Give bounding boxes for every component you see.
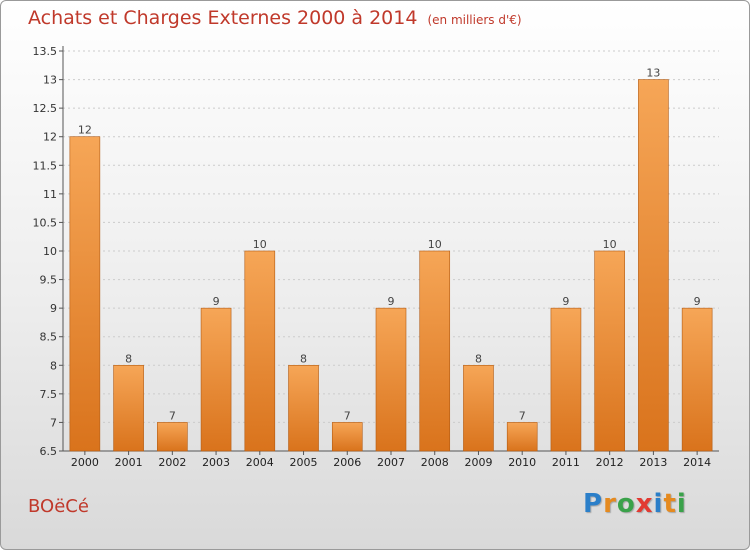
bar-value-label: 10 [428,238,442,251]
y-tick-label: 10.5 [33,216,58,229]
y-tick-label: 10 [43,245,57,258]
x-tick-label: 2002 [158,456,186,469]
bar-value-label: 10 [603,238,617,251]
x-tick-label: 2009 [464,456,492,469]
bar [463,364,494,452]
bar-value-label: 9 [388,295,395,308]
bar-value-label: 8 [125,352,132,365]
bar-value-label: 7 [169,409,176,422]
bar-value-label: 12 [78,124,92,137]
bar [594,250,625,452]
chart-title: Achats et Charges Externes 2000 à 2014 (e… [28,7,522,29]
x-tick-label: 2007 [377,456,405,469]
x-tick-label: 2014 [683,456,711,469]
x-tick-label: 2013 [639,456,667,469]
y-tick-label: 13 [43,74,57,87]
bar-value-label: 7 [344,409,351,422]
logo-letter: i [653,489,664,519]
y-tick-label: 12 [43,131,57,144]
bar [681,307,713,452]
bar [157,422,188,452]
y-tick-label: 8.5 [40,331,58,344]
x-tick-label: 2005 [290,456,318,469]
x-tick-label: 2006 [333,456,361,469]
logo-letter: r [603,489,617,519]
x-tick-label: 2000 [71,456,99,469]
x-tick-label: 2010 [508,456,536,469]
bar [200,307,232,452]
bar [550,307,582,452]
y-tick-label: 6.5 [40,445,58,458]
logo-letter: t [663,489,677,519]
x-tick-label: 2001 [115,456,143,469]
y-tick-label: 12.5 [33,102,58,115]
proxiti-logo: Proxiti [583,489,687,519]
x-tick-label: 2008 [421,456,449,469]
y-tick-label: 11.5 [33,159,58,172]
bar-value-label: 13 [646,67,660,80]
bar [375,307,407,452]
bar [288,364,319,452]
y-tick-label: 13.5 [33,45,58,58]
bar [506,422,538,452]
y-tick-label: 9.5 [40,274,58,287]
bar [638,79,669,452]
logo-letter: i [676,489,687,519]
y-tick-label: 7.5 [40,388,58,401]
logo-letter: o [616,489,636,519]
bar-value-label: 9 [694,295,701,308]
bar [331,422,363,452]
y-tick-label: 8 [50,359,57,372]
bar-value-label: 9 [213,295,220,308]
bar-value-label: 8 [300,352,307,365]
bar [419,250,451,452]
x-tick-label: 2011 [552,456,580,469]
commune-name: BOëCé [28,496,89,517]
bar-value-label: 7 [519,409,526,422]
y-tick-label: 7 [50,416,57,429]
x-tick-label: 2003 [202,456,230,469]
chart-unit: (en milliers d'€) [427,13,522,27]
bar-value-label: 9 [562,295,569,308]
logo-letter: P [583,489,604,519]
logo-letter: x [635,489,654,519]
x-tick-label: 2004 [246,456,274,469]
bar [113,364,144,452]
bar-value-label: 8 [475,352,482,365]
bar [69,136,101,452]
x-tick-label: 2012 [596,456,624,469]
bar-value-label: 10 [253,238,267,251]
chart-title-text: Achats et Charges Externes 2000 à 2014 [28,7,418,29]
y-tick-label: 11 [43,188,57,201]
y-tick-label: 9 [50,302,57,315]
bar [244,250,276,452]
